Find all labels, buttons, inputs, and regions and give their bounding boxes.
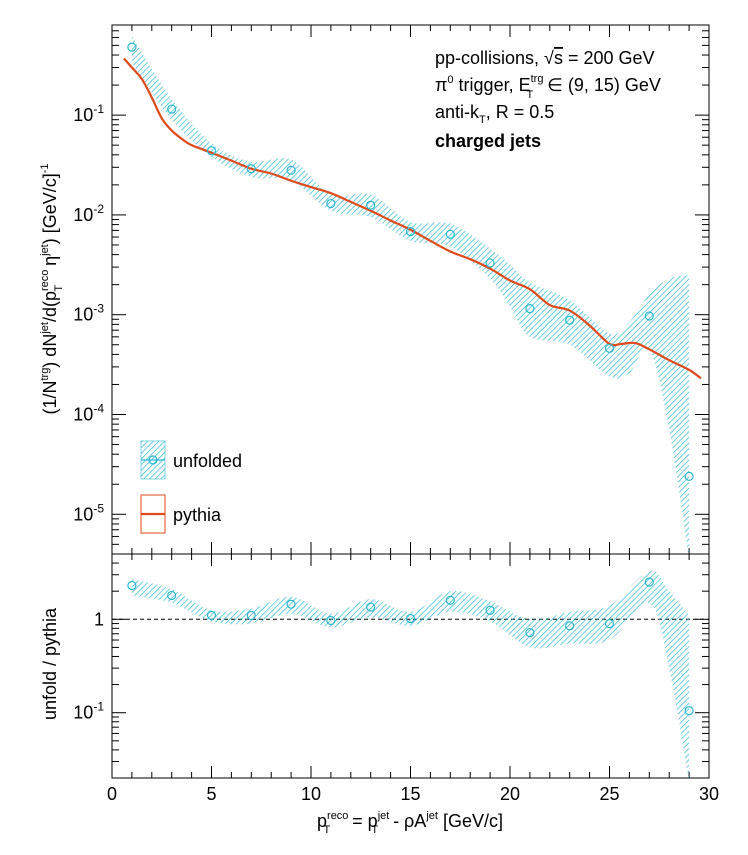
bottom-panel-frame <box>111 553 710 779</box>
top-y-tick-labels: 10-1 10-2 10-3 10-4 10-5 <box>73 102 104 524</box>
unfolded-point <box>405 227 416 237</box>
ratio-uncertainty-band <box>131 570 690 778</box>
x-tick-label: 25 <box>599 784 619 804</box>
ratio-point <box>286 599 296 609</box>
ratio-point <box>366 602 376 612</box>
ratio-band <box>131 570 690 778</box>
x-tick-label: 10 <box>301 784 321 804</box>
top-y-axis-label: (1/Ntrg) dNjet/d(preco T ηjet) [GeV/c]-1 <box>39 163 65 414</box>
x-tick-label: 20 <box>500 784 520 804</box>
ratio-point <box>604 618 615 629</box>
unfolded-point <box>604 343 615 353</box>
unfolded-point <box>286 165 296 175</box>
annotation-algorithm: anti-kT, R = 0.5 <box>435 102 554 126</box>
top-y-tick-label: 10-1 <box>73 102 104 125</box>
unfolded-point <box>684 471 694 481</box>
legend-unfolded-label: unfolded <box>173 451 242 471</box>
unfolded-point <box>445 229 455 239</box>
ratio-point <box>684 706 694 716</box>
ratio-point <box>485 605 495 615</box>
unfolded-point <box>127 42 137 52</box>
top-y-tick-label: 10-3 <box>73 302 104 325</box>
x-tick-label: 0 <box>107 784 117 804</box>
unfolded-uncertainty-band <box>131 36 690 554</box>
bottom-y-tick-label: 1 <box>94 609 104 629</box>
ratio-points <box>127 577 694 716</box>
ratio-point <box>525 628 535 638</box>
ratio-point <box>405 613 416 624</box>
ratio-point <box>206 610 217 621</box>
legend-unfolded-marker <box>148 455 158 465</box>
ratio-point <box>445 595 455 605</box>
ratio-point <box>565 621 575 631</box>
annotation-trigger: π0 trigger, Etrg T ∈ (9, 15) GeV <box>435 73 661 101</box>
x-tick-label: 30 <box>699 784 719 804</box>
x-tick-label: 5 <box>206 784 216 804</box>
x-axis-label: preco T = pjet T - ρAjet [GeV/c] <box>317 810 503 836</box>
ratio-point <box>246 610 256 621</box>
ratio-point <box>167 590 177 601</box>
unfolded-band <box>131 36 690 554</box>
top-panel-ticks <box>111 24 710 555</box>
top-y-tick-label: 10-5 <box>73 501 104 524</box>
bottom-y-axis-label: unfold / pythia <box>40 607 60 720</box>
ratio-point <box>127 580 137 591</box>
top-panel-frame <box>111 24 710 555</box>
unfolded-point <box>326 198 336 209</box>
bottom-y-tick-labels: 1 10-1 <box>73 609 104 722</box>
x-tick-label: 15 <box>400 784 420 804</box>
ratio-point <box>644 577 654 587</box>
bottom-y-tick-label: 10-1 <box>73 700 104 723</box>
legend-pythia-label: pythia <box>173 505 222 525</box>
unfolded-point <box>525 304 535 314</box>
top-y-tick-label: 10-2 <box>73 202 104 225</box>
annotation-collisions: pp-collisions, √s = 200 GeV <box>435 48 655 68</box>
pythia-curve <box>123 57 702 380</box>
top-y-tick-label: 10-4 <box>73 401 104 424</box>
pythia-line <box>123 57 702 380</box>
annotation-charged-jets: charged jets <box>435 131 541 151</box>
unfolded-point <box>565 315 575 325</box>
ratio-point <box>326 615 336 626</box>
unfolded-point <box>366 200 376 210</box>
unfolded-point <box>644 311 654 321</box>
x-tick-labels: 0 5 10 15 20 25 30 <box>107 784 719 804</box>
bottom-panel-ticks <box>111 553 710 779</box>
unfolded-point <box>246 164 256 174</box>
unfolded-point <box>485 258 495 268</box>
legend: unfolded pythia <box>140 440 242 534</box>
unfolded-point <box>167 104 177 114</box>
unfolded-point <box>206 146 217 156</box>
unfolded-points <box>127 42 694 481</box>
